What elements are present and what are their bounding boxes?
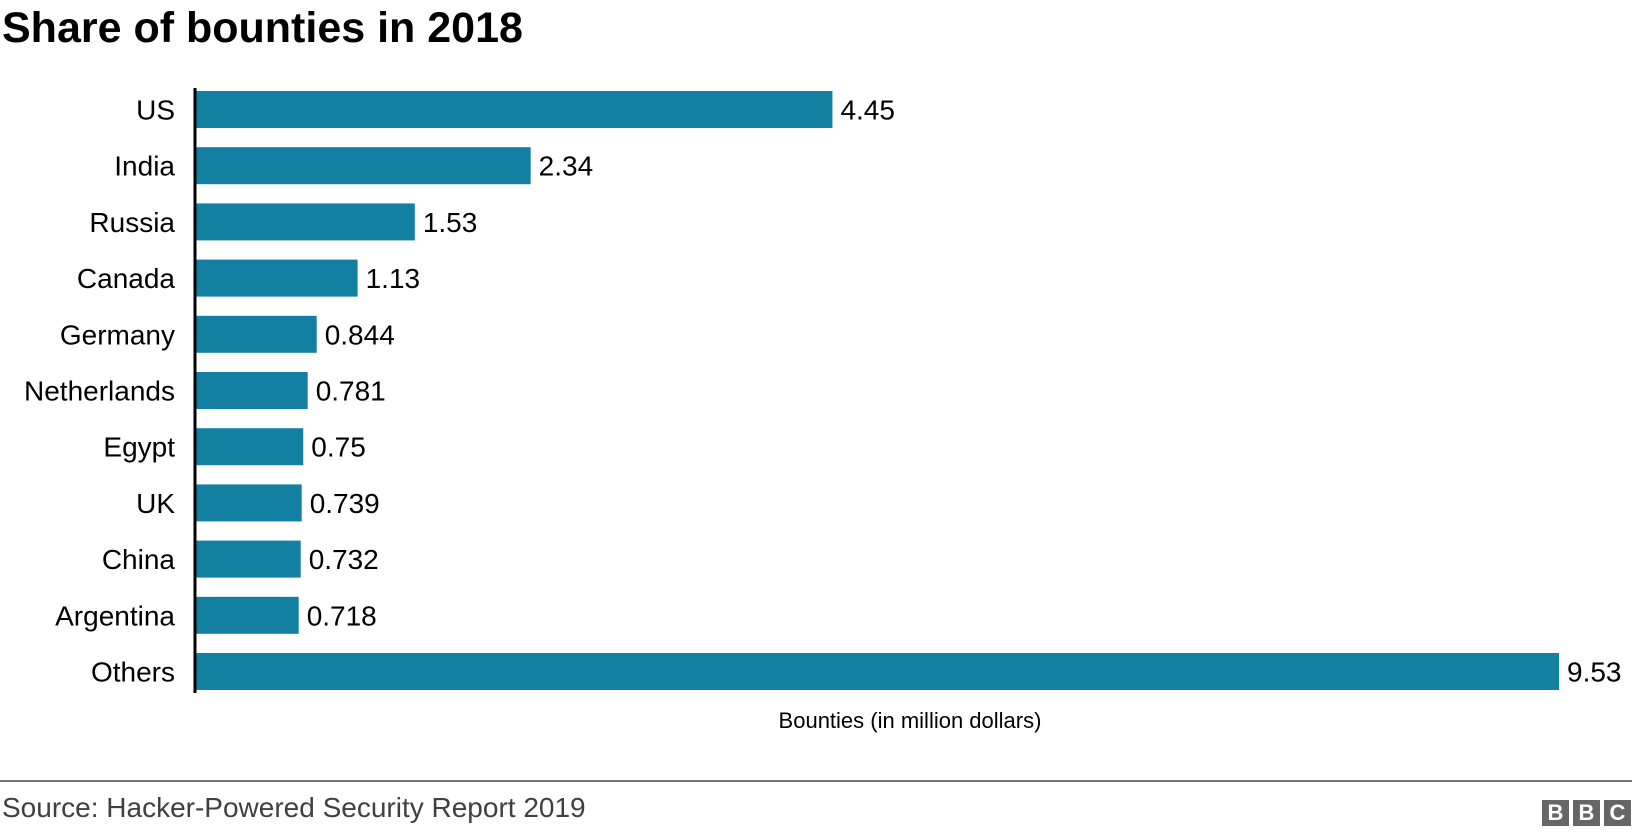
bar-russia [196, 203, 415, 241]
category-label: US [136, 95, 175, 126]
bar-us [196, 91, 833, 128]
bar-uk [196, 484, 302, 522]
data-label: 1.13 [366, 263, 421, 294]
category-label: India [114, 151, 175, 182]
category-label: Canada [77, 263, 176, 294]
data-label: 0.739 [310, 488, 380, 519]
bar-germany [196, 315, 317, 353]
chart-title: Share of bounties in 2018 [2, 4, 523, 52]
bar-canada [196, 259, 358, 297]
footer-divider [0, 780, 1632, 782]
source-note: Source: Hacker-Powered Security Report 2… [2, 792, 586, 823]
bar-others [196, 653, 1559, 690]
data-label: 4.45 [840, 95, 895, 126]
data-label: 0.75 [311, 432, 366, 463]
category-label: China [102, 544, 176, 575]
bar-chart: US 4.45 India 2.34 Russia 1.53 Canada 1.13 Germa… [24, 88, 1622, 693]
x-axis-label: Bounties (in million dollars) [778, 708, 1042, 733]
category-label: UK [136, 488, 175, 519]
category-label: Germany [60, 319, 175, 350]
category-label: Argentina [55, 600, 175, 631]
category-label: Egypt [103, 432, 175, 463]
data-label: 0.718 [307, 600, 377, 631]
category-label: Russia [89, 207, 175, 238]
category-label: Netherlands [24, 376, 175, 407]
bar-argentina [196, 596, 299, 634]
data-label: 0.781 [316, 376, 386, 407]
category-label: Others [91, 657, 175, 688]
data-label: 2.34 [539, 151, 594, 182]
data-label: 9.53 [1567, 657, 1622, 688]
bar-egypt [196, 428, 304, 466]
bar-china [196, 540, 301, 578]
bar-india [196, 147, 531, 185]
data-label: 1.53 [423, 207, 478, 238]
bar-netherlands [196, 372, 308, 409]
data-label: 0.844 [325, 319, 395, 350]
data-label: 0.732 [309, 544, 379, 575]
